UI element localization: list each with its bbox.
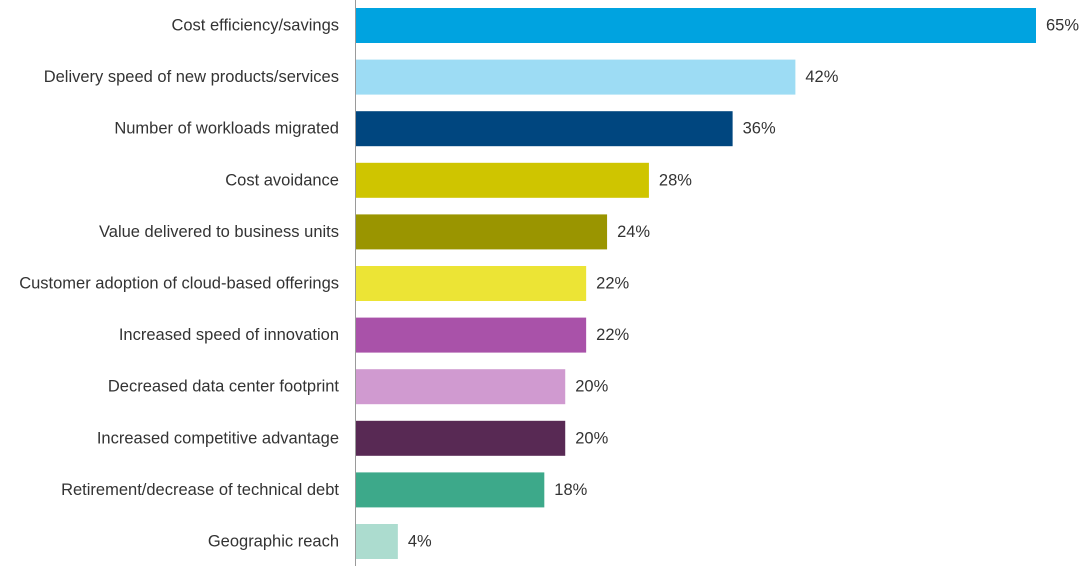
category-label: Increased competitive advantage [97, 429, 339, 447]
value-label: 36% [743, 120, 776, 138]
value-label: 22% [596, 275, 629, 293]
value-labels-group: 65% 42% 36% 28% 24% 22% 22% 20% 20% 18% 4% [408, 17, 1080, 551]
value-label: 4% [408, 533, 432, 551]
category-label: Delivery speed of new products/services [44, 68, 339, 86]
value-label: 18% [554, 481, 587, 499]
bar [356, 472, 545, 508]
value-label: 28% [659, 171, 692, 189]
value-label: 22% [596, 326, 629, 344]
category-label: Number of workloads migrated [114, 120, 339, 138]
bar [356, 111, 733, 147]
category-label: Geographic reach [208, 533, 339, 551]
bar [356, 214, 608, 250]
bar [356, 59, 796, 95]
value-label: 42% [805, 68, 838, 86]
value-label: 24% [617, 223, 650, 241]
category-label: Customer adoption of cloud-based offerin… [19, 275, 339, 293]
value-label: 20% [575, 429, 608, 447]
bar [356, 266, 587, 301]
bar [356, 420, 566, 456]
bar [356, 524, 398, 559]
value-label: 20% [575, 378, 608, 396]
value-label: 65% [1046, 17, 1079, 35]
bar [356, 162, 649, 198]
category-label: Increased speed of innovation [119, 326, 339, 344]
bars-group [356, 8, 1036, 559]
bar [356, 317, 587, 353]
category-labels-group: Cost efficiency/savings Delivery speed of… [19, 17, 339, 551]
category-label: Decreased data center footprint [108, 378, 340, 396]
category-label: Retirement/decrease of technical debt [61, 481, 339, 499]
category-label: Cost avoidance [225, 171, 339, 189]
bar [356, 8, 1036, 43]
category-label: Value delivered to business units [99, 223, 339, 241]
category-label: Cost efficiency/savings [171, 17, 339, 35]
bar [356, 369, 566, 405]
